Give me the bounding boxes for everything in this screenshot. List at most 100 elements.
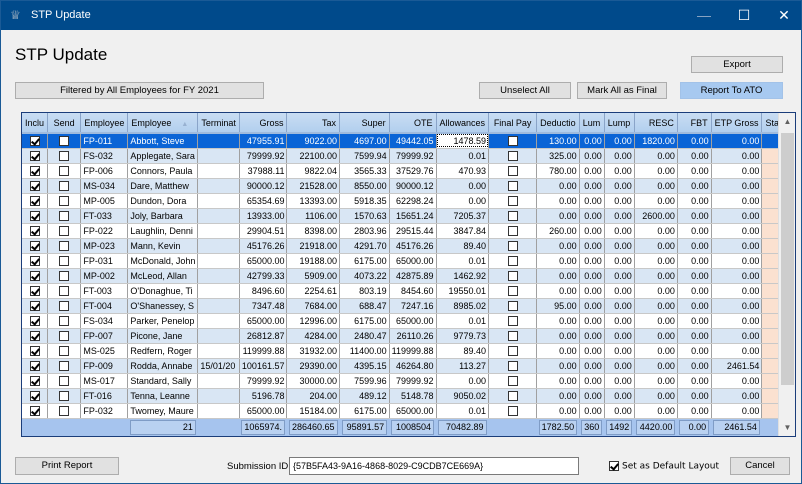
cell-allow[interactable]: 8985.02 [436, 298, 490, 314]
final-checkbox[interactable] [507, 210, 518, 221]
cell-tax[interactable]: 22100.00 [286, 148, 341, 164]
include-checkbox[interactable] [29, 225, 40, 236]
cell-term[interactable] [197, 403, 240, 419]
cell-deduct[interactable]: 0.00 [536, 253, 580, 269]
cell-send[interactable] [47, 193, 82, 209]
cell-gross[interactable]: 26812.87 [239, 328, 288, 344]
cell-resc[interactable]: 0.00 [634, 403, 678, 419]
cell-final[interactable] [488, 148, 538, 164]
final-checkbox[interactable] [507, 285, 518, 296]
cell-etp[interactable]: 0.00 [711, 253, 763, 269]
cell-lump[interactable]: 0.00 [604, 298, 635, 314]
cell-etp[interactable]: 0.00 [711, 283, 763, 299]
final-checkbox[interactable] [507, 345, 518, 356]
send-checkbox[interactable] [59, 270, 70, 281]
cell-deduct[interactable]: 0.00 [536, 388, 580, 404]
cell-include[interactable] [22, 283, 49, 299]
cell-deduct[interactable]: 0.00 [536, 193, 580, 209]
cell-final[interactable] [488, 133, 538, 149]
checkbox-icon[interactable] [609, 461, 619, 471]
cell-include[interactable] [22, 313, 49, 329]
cell-deduct[interactable]: 0.00 [536, 358, 580, 374]
cell-super[interactable]: 4291.70 [339, 238, 390, 254]
include-checkbox[interactable] [29, 210, 40, 221]
include-checkbox[interactable] [29, 405, 40, 416]
cell-lum[interactable]: 0.00 [579, 268, 605, 284]
col-allowances[interactable]: Allowances [436, 113, 490, 134]
cell-term[interactable] [197, 388, 240, 404]
cell-final[interactable] [488, 313, 538, 329]
cell-name[interactable]: Joly, Barbara [127, 208, 199, 224]
cell-fbt[interactable]: 0.00 [677, 328, 712, 344]
cell-lump[interactable]: 0.00 [604, 403, 635, 419]
cell-id[interactable]: FT-004 [80, 298, 129, 314]
cell-name[interactable]: Abbott, Steve [127, 133, 199, 149]
table-row[interactable]: MS-034 Dare, Matthew 90000.12 21528.00 8550.… [22, 178, 795, 194]
cell-deduct[interactable]: 260.00 [536, 223, 580, 239]
table-row[interactable]: FP-006 Connors, Paula 37988.11 9822.04 3565.… [22, 163, 795, 179]
cell-term[interactable] [197, 298, 240, 314]
cell-send[interactable] [47, 148, 82, 164]
cell-term[interactable] [197, 133, 240, 149]
cell-super[interactable]: 7599.94 [339, 148, 390, 164]
cell-allow[interactable]: 0.00 [436, 193, 490, 209]
cell-final[interactable] [488, 298, 538, 314]
cell-id[interactable]: FT-016 [80, 388, 129, 404]
cell-include[interactable] [22, 328, 49, 344]
print-report-button[interactable]: Print Report [15, 457, 119, 475]
cell-gross[interactable]: 47955.91 [239, 133, 288, 149]
cell-fbt[interactable]: 0.00 [677, 343, 712, 359]
cell-include[interactable] [22, 163, 49, 179]
cell-ote[interactable]: 79999.92 [389, 148, 437, 164]
cell-fbt[interactable]: 0.00 [677, 253, 712, 269]
col-terminated[interactable]: Terminat [197, 113, 240, 134]
send-checkbox[interactable] [59, 180, 70, 191]
mark-all-final-button[interactable]: Mark All as Final [577, 82, 667, 99]
cell-include[interactable] [22, 148, 49, 164]
cell-send[interactable] [47, 178, 82, 194]
cell-tax[interactable]: 12996.00 [286, 313, 341, 329]
send-checkbox[interactable] [59, 136, 70, 147]
include-checkbox[interactable] [29, 330, 40, 341]
cell-deduct[interactable]: 325.00 [536, 148, 580, 164]
cell-lum[interactable]: 0.00 [579, 388, 605, 404]
include-checkbox[interactable] [29, 345, 40, 356]
cell-name[interactable]: Twomey, Maure [127, 403, 199, 419]
col-include[interactable]: Inclu [22, 113, 49, 134]
cell-fbt[interactable]: 0.00 [677, 358, 712, 374]
cell-tax[interactable]: 1106.00 [286, 208, 341, 224]
cell-super[interactable]: 5918.35 [339, 193, 390, 209]
cell-name[interactable]: Redfern, Roger [127, 343, 199, 359]
cell-resc[interactable]: 0.00 [634, 298, 678, 314]
send-checkbox[interactable] [59, 375, 70, 386]
cell-name[interactable]: Picone, Jane [127, 328, 199, 344]
cell-send[interactable] [47, 343, 82, 359]
cell-deduct[interactable]: 0.00 [536, 208, 580, 224]
cell-send[interactable] [47, 163, 82, 179]
include-checkbox[interactable] [29, 255, 40, 266]
include-checkbox[interactable] [29, 195, 40, 206]
include-checkbox[interactable] [29, 136, 40, 147]
table-row[interactable]: FP-031 McDonald, John 65000.00 19188.00 6175… [22, 253, 795, 269]
cell-etp[interactable]: 0.00 [711, 298, 763, 314]
table-row[interactable]: FP-032 Twomey, Maure 65000.00 15184.00 6175.… [22, 403, 795, 419]
cell-deduct[interactable]: 0.00 [536, 343, 580, 359]
cell-send[interactable] [47, 208, 82, 224]
cell-resc[interactable]: 0.00 [634, 388, 678, 404]
cell-final[interactable] [488, 253, 538, 269]
cell-etp[interactable]: 0.00 [711, 313, 763, 329]
cell-term[interactable] [197, 343, 240, 359]
cell-deduct[interactable]: 95.00 [536, 298, 580, 314]
cell-send[interactable] [47, 358, 82, 374]
cell-deduct[interactable]: 130.00 [536, 133, 580, 149]
cell-resc[interactable]: 1820.00 [634, 133, 678, 149]
cell-final[interactable] [488, 163, 538, 179]
cell-include[interactable] [22, 223, 49, 239]
cell-lum[interactable]: 0.00 [579, 223, 605, 239]
cell-super[interactable]: 7599.96 [339, 373, 390, 389]
send-checkbox[interactable] [59, 405, 70, 416]
cell-term[interactable] [197, 328, 240, 344]
cell-deduct[interactable]: 0.00 [536, 328, 580, 344]
table-row[interactable]: FS-032 Applegate, Sara 79999.92 22100.00 759… [22, 148, 795, 164]
table-row[interactable]: FP-022 Laughlin, Denni 29904.51 8398.00 2803… [22, 223, 795, 239]
